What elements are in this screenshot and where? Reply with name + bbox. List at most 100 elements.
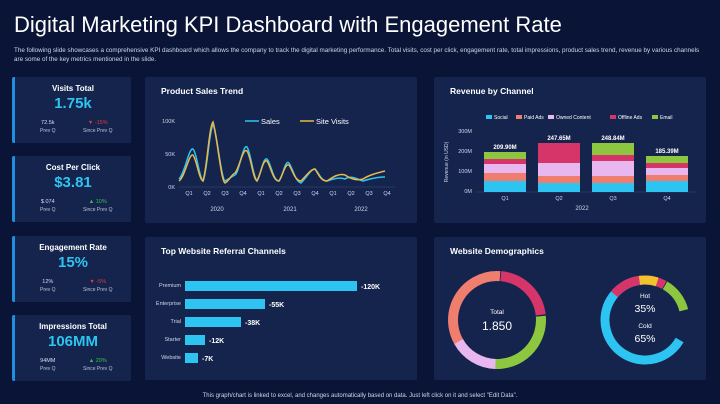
legend-swatch	[652, 115, 658, 119]
x-tick: Q4	[663, 196, 670, 202]
demographics-chart: Total 1.850 Hot 35% Cold 65%	[448, 271, 690, 369]
bar-q2	[538, 143, 580, 192]
kpi-value: 15%	[57, 254, 89, 271]
y-tick: 200M	[458, 149, 472, 155]
arrow-down-icon: ▼	[89, 279, 95, 285]
kpi-since-label: Since Prev Q	[83, 366, 113, 372]
category-label: Enterprise	[156, 301, 181, 307]
cold-label: Cold	[638, 323, 652, 330]
total-donut: Total 1.850	[448, 271, 546, 369]
kpi-prev-label: Prev Q	[40, 207, 56, 213]
kpi-card-impressions: Impressions Total 106MM 94MM Prev Q ▲ 20…	[12, 315, 131, 381]
kpi-title: Cost Per Click	[45, 163, 101, 172]
kpi-card-cost-per-click: Cost Per Click $3.81 $.074 Prev Q ▲ 10% …	[12, 156, 131, 222]
kpi-since-value: -5%	[96, 279, 107, 285]
x-tick: Q3	[221, 191, 228, 197]
bar-q4	[646, 156, 688, 192]
bar-value-label: -7K	[202, 356, 213, 363]
x-tick: Q2	[275, 191, 282, 197]
bar-enterprise	[185, 299, 265, 309]
kpi-value: 106MM	[47, 333, 99, 350]
kpi-since: ▲ 20% Since Prev Q	[83, 358, 112, 372]
bar-value-label: -55K	[269, 302, 284, 309]
legend-swatch	[486, 115, 492, 119]
product-sales-panel: Product Sales Trend Sales Site Visits 10…	[145, 77, 417, 223]
x-tick: Q3	[365, 191, 372, 197]
arrow-up-icon: ▲	[88, 358, 95, 364]
year-label: 2022	[575, 206, 589, 212]
kpi-since: ▼ -15% Since Prev Q	[83, 120, 112, 134]
demographics-panel: Website Demographics Total 1.850 Hot 35%…	[434, 237, 706, 380]
kpi-value: 1.75k	[54, 95, 92, 112]
x-tick: Q4	[239, 191, 246, 197]
kpi-prev-value: 94MM	[40, 358, 56, 364]
x-tick: Q3	[609, 196, 616, 202]
bar-value-label: -38K	[245, 320, 260, 327]
bar-q1	[484, 152, 526, 192]
kpi-prev: $.074 Prev Q	[40, 199, 56, 213]
legend-swatch	[610, 115, 616, 119]
kpi-prev-value: 72.5k	[41, 120, 55, 126]
kpi-prev: 94MM Prev Q	[40, 358, 56, 372]
kpi-prev-label: Prev Q	[40, 287, 56, 293]
total-label: 209.90M	[493, 145, 516, 151]
kpi-value: $3.81	[54, 174, 92, 191]
legend-label: Email	[660, 115, 673, 121]
kpi-prev-label: Prev Q	[40, 128, 56, 134]
x-tick: Q3	[293, 191, 300, 197]
hot-label: Hot	[640, 293, 650, 300]
panel-title: Website Demographics	[450, 246, 544, 256]
year-label: 2022	[354, 207, 368, 213]
bar-premium	[185, 281, 357, 291]
bar-q3	[592, 143, 634, 192]
bar-value-label: -120K	[361, 284, 380, 291]
kpi-title: Impressions Total	[39, 322, 107, 331]
kpi-prev-label: Prev Q	[40, 366, 56, 372]
kpi-since-label: Since Prev Q	[83, 128, 113, 134]
x-tick: Q4	[383, 191, 390, 197]
total-label: 248.84M	[601, 136, 624, 142]
y-tick: 100M	[458, 169, 472, 175]
y-tick: 100K	[162, 119, 175, 125]
legend-visits-label: Site Visits	[316, 117, 349, 126]
kpi-since-value: -15%	[94, 120, 108, 126]
kpi-since-value: 10%	[95, 199, 107, 205]
bar-value-label: -12K	[209, 338, 224, 345]
hot-value: 35%	[634, 303, 655, 315]
legend-label: Offline Ads	[618, 115, 643, 121]
kpi-prev: 12% Prev Q	[40, 279, 56, 293]
category-label: Premium	[159, 283, 181, 289]
footer-note: This graph/chart is linked to excel, and…	[202, 393, 518, 399]
kpi-since-label: Since Prev Q	[83, 287, 113, 293]
y-tick: 0M	[464, 189, 472, 195]
revenue-chart: Social Paid Ads Owned Content Offline Ad…	[444, 115, 696, 212]
kpi-card-visits: Visits Total 1.75k 72.5k Prev Q ▼ -15% S…	[12, 77, 131, 143]
total-label: 185.39M	[655, 149, 678, 155]
site-visits-line	[178, 120, 386, 184]
panel-title: Revenue by Channel	[450, 86, 534, 96]
arrow-up-icon: ▲	[88, 199, 95, 205]
x-tick: Q1	[185, 191, 192, 197]
legend-label: Social	[494, 115, 508, 121]
y-tick: 300M	[458, 129, 472, 135]
kpi-card-engagement-rate: Engagement Rate 15% 12% Prev Q ▼ -5% Sin…	[12, 236, 131, 302]
year-label: 2021	[283, 207, 297, 213]
page-title: Digital Marketing KPI Dashboard with Eng…	[14, 12, 562, 37]
x-tick: Q2	[555, 196, 562, 202]
x-tick: Q2	[347, 191, 354, 197]
revenue-panel: Revenue by Channel Social Paid Ads Owned…	[434, 77, 706, 223]
bar-starter	[185, 335, 205, 345]
x-tick: Q1	[329, 191, 336, 197]
kpi-prev: 72.5k Prev Q	[40, 120, 56, 134]
kpi-since: ▲ 10% Since Prev Q	[83, 199, 112, 213]
referral-chart: Premium Enterprise Trial Starter Website…	[156, 281, 380, 363]
total-label: 247.65M	[547, 136, 570, 142]
product-sales-chart: Sales Site Visits 100K 50K 0K Q1 Q2 Q3 Q…	[162, 117, 395, 213]
bar-trial	[185, 317, 241, 327]
category-label: Trial	[171, 319, 182, 325]
total-value: 1.850	[482, 319, 512, 333]
panel-title: Top Website Referral Channels	[161, 246, 286, 256]
kpi-prev-value: 12%	[42, 279, 54, 285]
panel-title: Product Sales Trend	[161, 86, 244, 96]
kpi-since-label: Since Prev Q	[83, 207, 113, 213]
